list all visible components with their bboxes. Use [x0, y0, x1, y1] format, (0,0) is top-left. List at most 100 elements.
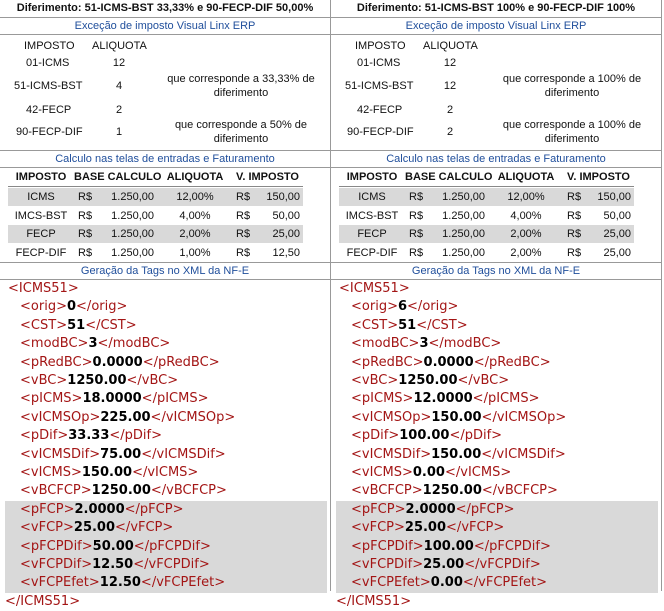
calc-cell: FECP-DIF — [15, 247, 67, 260]
calc-cell: IMCS-BST — [345, 209, 399, 222]
xml-tag: pRedBC — [143, 355, 220, 370]
xml-tag: pDif — [20, 428, 68, 443]
xml-line: pICMS18.0000pICMS — [20, 390, 209, 408]
calc-header: ALIQUOTA — [158, 168, 232, 187]
calc-cell: R$ — [567, 228, 582, 241]
xml-line: ICMS51 — [5, 593, 80, 611]
xml-tag: pFCPDif — [351, 539, 424, 554]
xml-tag: orig — [351, 299, 398, 314]
xml-tag: ICMS51 — [339, 281, 410, 296]
calc-cell: R$ — [78, 228, 93, 241]
xml-tag: vFCP — [446, 520, 504, 535]
xml-tag: vICMSDif — [141, 447, 225, 462]
note: que corresponde a 100% de diferimento — [502, 73, 642, 99]
xml-line: pRedBC0.0000pRedBC — [20, 354, 220, 372]
xml-tag: pICMS — [351, 391, 413, 406]
xml-value: 51 — [67, 317, 86, 333]
xml-value: 25.00 — [423, 557, 465, 572]
xml-tag: pFCP — [456, 502, 515, 517]
calc-header: IMPOSTO — [339, 168, 405, 187]
section-title: Calculo nas telas de entradas e Faturame… — [331, 150, 661, 168]
xml-tag: modBC — [20, 336, 88, 351]
calc-cell: R$ — [409, 191, 424, 203]
xml-line: CST51CST — [20, 317, 137, 335]
xml-line: ICMS51 — [339, 280, 410, 298]
calc-cell: R$ — [567, 191, 582, 203]
xml-line: vICMSDif150.00vICMSDif — [351, 446, 566, 464]
calc-cell: 12,00% — [176, 191, 214, 203]
xml-line: vBCFCP1250.00vBCFCP — [351, 482, 558, 500]
note: que corresponde a 50% de diferimento — [174, 119, 308, 145]
calc-cell: R$ — [409, 228, 424, 241]
xml-tag: modBC — [98, 336, 171, 351]
calc-cell: R$ — [78, 247, 93, 260]
xml-line: vICMS150.00vICMS — [20, 464, 198, 482]
table-header: ALIQUOTA — [423, 40, 478, 52]
xml-line: CST51CST — [351, 317, 468, 335]
imposto: 42-FECP — [26, 104, 72, 116]
xml-tag: vFCPDif — [464, 557, 540, 572]
calc-header: V. IMPOSTO — [232, 168, 303, 187]
xml-value: 0.00 — [412, 465, 445, 480]
aliquota: 4 — [115, 80, 123, 92]
calc-header: BASE CALCULO — [74, 168, 161, 187]
xml-tag: vFCPDif — [351, 557, 423, 572]
xml-line: vFCP25.00vFCP — [20, 519, 173, 537]
calc-cell: 12,00% — [507, 191, 545, 203]
xml-tag: vFCP — [20, 520, 74, 535]
xml-value: 3 — [88, 336, 98, 352]
xml-tag: vFCPEfet — [351, 575, 431, 590]
row-shade — [339, 188, 634, 206]
row-shade — [8, 188, 303, 206]
calc-cell: R$ — [567, 209, 582, 222]
xml-tag: pDif — [351, 428, 399, 443]
xml-value: 100.00 — [423, 538, 474, 554]
xml-tag: CST — [416, 318, 467, 333]
xml-line: vBC1250.00vBC — [20, 372, 178, 390]
calc-header: IMPOSTO — [8, 168, 74, 187]
xml-value: 0.0000 — [423, 354, 474, 370]
xml-tag: pDif — [449, 428, 502, 443]
calc-cell: 150,00 — [597, 191, 631, 203]
calc-cell: ICMS — [27, 191, 55, 203]
xml-tag: pRedBC — [474, 355, 551, 370]
calc-cell: 150,00 — [266, 191, 300, 203]
xml-value: 12.50 — [92, 557, 134, 572]
xml-line: pRedBC0.0000pRedBC — [351, 354, 551, 372]
aliquota: 12 — [443, 57, 457, 69]
calc-cell: ICMS — [358, 191, 386, 203]
xml-tag: vBCFCP — [482, 483, 558, 498]
calc-cell: 2,00% — [510, 247, 542, 260]
xml-tag: vICMSDif — [351, 447, 431, 462]
xml-tag: vBC — [458, 373, 510, 388]
table-header: IMPOSTO — [24, 40, 75, 52]
imposto: 01-ICMS — [357, 57, 401, 69]
calc-header: BASE CALCULO — [405, 168, 492, 187]
xml-tag: vBCFCP — [151, 483, 227, 498]
imposto: 42-FECP — [357, 104, 403, 116]
table-header: IMPOSTO — [355, 40, 406, 52]
note: que corresponde a 100% de diferimento — [502, 119, 642, 145]
xml-value: 150.00 — [431, 446, 482, 462]
calc-cell: R$ — [236, 228, 251, 241]
xml-tag: vFCPEfet — [463, 575, 547, 590]
row-shade — [8, 225, 303, 244]
calc-cell: 4,00% — [179, 209, 211, 222]
calc-cell: 25,00 — [603, 247, 631, 260]
xml-value: 33.33 — [68, 428, 110, 444]
xml-tag: pFCPDif — [20, 539, 93, 554]
xml-value: 0.0000 — [92, 354, 143, 370]
calc-cell: IMCS-BST — [14, 209, 68, 222]
imposto: 51-ICMS-BST — [14, 80, 83, 92]
imposto: 51-ICMS-BST — [345, 80, 414, 92]
calc-cell: 1.250,00 — [442, 191, 485, 203]
xml-tag: pFCP — [125, 502, 184, 517]
imposto: 01-ICMS — [26, 57, 70, 69]
calc-cell: 50,00 — [272, 209, 300, 222]
xml-tag: vBC — [20, 373, 67, 388]
xml-value: 2.0000 — [405, 501, 456, 517]
xml-line: pFCP2.0000pFCP — [20, 501, 183, 519]
aliquota: 12 — [443, 80, 457, 92]
section-title: Geração da Tags no XML da NF-E — [331, 262, 661, 280]
